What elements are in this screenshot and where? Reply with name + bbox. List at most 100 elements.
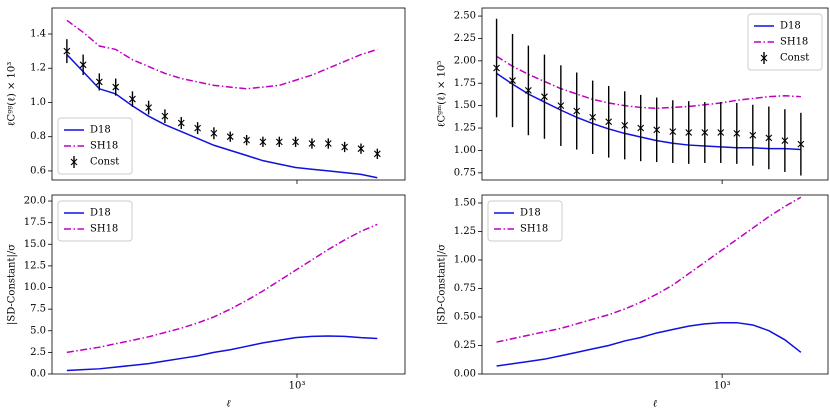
data-point	[573, 107, 581, 115]
data-point	[493, 64, 500, 72]
data-point	[259, 138, 267, 146]
legend: D18 SH18 Const	[57, 117, 133, 175]
legend-label: Const	[90, 157, 119, 168]
legend-label: SH18	[780, 37, 808, 48]
data-point	[637, 124, 645, 132]
plot-area	[493, 18, 805, 176]
plot-area	[496, 196, 802, 367]
legend-label: D18	[520, 208, 541, 219]
data-point	[95, 78, 103, 86]
y-axis-label: ℓCᵍᵍ(ℓ) × 10³	[7, 62, 18, 127]
legend-label: D18	[780, 21, 801, 32]
legend-label: D18	[90, 208, 111, 219]
plot-area	[63, 19, 381, 179]
y-tick-label: 1.25	[454, 123, 476, 134]
data-point	[373, 150, 381, 158]
y-tick-label: 0.25	[454, 340, 476, 351]
y-tick-label: 12.5	[24, 260, 46, 271]
series-line	[66, 335, 378, 372]
data-point	[605, 118, 613, 126]
legend-label: Const	[780, 53, 809, 64]
y-axis-label: |SD-Constant|/σ	[7, 244, 18, 325]
data-point	[733, 130, 741, 137]
data-point	[357, 145, 365, 153]
y-tick-label: 1.50	[454, 100, 476, 111]
data-point	[292, 138, 299, 146]
y-tick-label: 0.00	[454, 369, 476, 380]
y-tick-label: 0.75	[454, 283, 476, 294]
y-tick-label: 0.75	[454, 167, 476, 178]
y-tick-label: 15.0	[24, 239, 46, 250]
legend: D18 SH18	[487, 200, 563, 242]
y-tick-label: 0.8	[30, 131, 46, 142]
axes-frame	[481, 194, 829, 375]
data-point	[145, 104, 153, 111]
axes-frame	[481, 7, 829, 181]
y-tick-label: 1.50	[454, 197, 476, 208]
legend-label: SH18	[90, 141, 118, 152]
y-tick-label: 1.4	[30, 29, 46, 40]
data-point	[701, 129, 709, 136]
data-point	[210, 129, 218, 137]
x-tick-label: 10³	[289, 381, 306, 392]
data-point	[275, 138, 283, 146]
panel: 0.00 0.25 0.50 0.75 1.00 1.25 1.50 10³ ℓ |SD-Cons…	[437, 194, 829, 410]
data-point	[589, 113, 597, 121]
legend-label: SH18	[90, 224, 118, 235]
legend-box	[487, 200, 563, 242]
y-axis-label: |SD-Constant|/σ	[437, 244, 448, 325]
data-point	[653, 126, 661, 134]
legend-label: SH18	[520, 224, 548, 235]
data-point	[669, 128, 677, 136]
y-tick-label: 0.6	[30, 165, 46, 176]
axes-frame	[51, 7, 406, 181]
y-tick-label: 2.50	[454, 11, 476, 22]
series-line	[66, 223, 378, 354]
data-point	[685, 129, 693, 136]
y-tick-label: 2.25	[454, 33, 476, 44]
data-point	[797, 140, 805, 148]
data-point	[557, 102, 565, 110]
data-point	[226, 133, 234, 141]
data-point	[341, 143, 349, 151]
data-point	[749, 131, 757, 139]
data-point	[112, 83, 120, 91]
data-point	[324, 140, 332, 147]
data-point	[63, 47, 71, 55]
legend: D18 SH18 Const	[747, 13, 823, 71]
data-point	[717, 129, 725, 136]
panel: 0.0 2.5 5.0 7.5 10.0 12.5 15.0 17.5 20.0 10³ ℓ |SD-…	[7, 194, 406, 410]
data-point	[621, 121, 629, 129]
panel: 0.75 1.00 1.25 1.50 1.75 2.00 2.25 2.50 ℓCᵍᵐ(ℓ) …	[437, 7, 829, 184]
series-line	[496, 55, 801, 110]
data-point	[781, 137, 789, 144]
y-tick-label: 0.0	[30, 369, 46, 380]
axes-frame	[51, 194, 406, 375]
y-tick-label: 1.00	[454, 254, 476, 265]
x-axis-label: ℓ	[653, 399, 657, 410]
data-point	[194, 124, 202, 132]
x-tick-label: 10³	[714, 381, 731, 392]
y-tick-label: 0.50	[454, 311, 476, 322]
plot-area	[66, 223, 378, 372]
y-tick-label: 1.00	[454, 145, 476, 156]
data-point	[243, 136, 251, 144]
y-tick-label: 20.0	[24, 196, 46, 207]
legend-box	[57, 200, 133, 242]
series-line	[66, 19, 378, 90]
data-point	[79, 61, 87, 69]
y-tick-label: 1.25	[454, 226, 476, 237]
panel: 0.6 0.8 1.0 1.2 1.4 ℓCᵍᵍ(ℓ) × 10³ D18 SH18 Const	[7, 7, 406, 184]
data-point	[524, 87, 532, 94]
data-point	[541, 93, 548, 101]
y-tick-label: 1.2	[30, 63, 46, 74]
y-tick-label: 5.0	[30, 325, 46, 336]
x-axis-label: ℓ	[226, 399, 230, 410]
legend: D18 SH18	[57, 200, 133, 242]
data-point	[129, 95, 136, 103]
series-line	[496, 196, 802, 343]
y-tick-label: 2.5	[30, 347, 46, 358]
legend-label: D18	[90, 125, 111, 136]
y-tick-label: 2.00	[454, 55, 476, 66]
